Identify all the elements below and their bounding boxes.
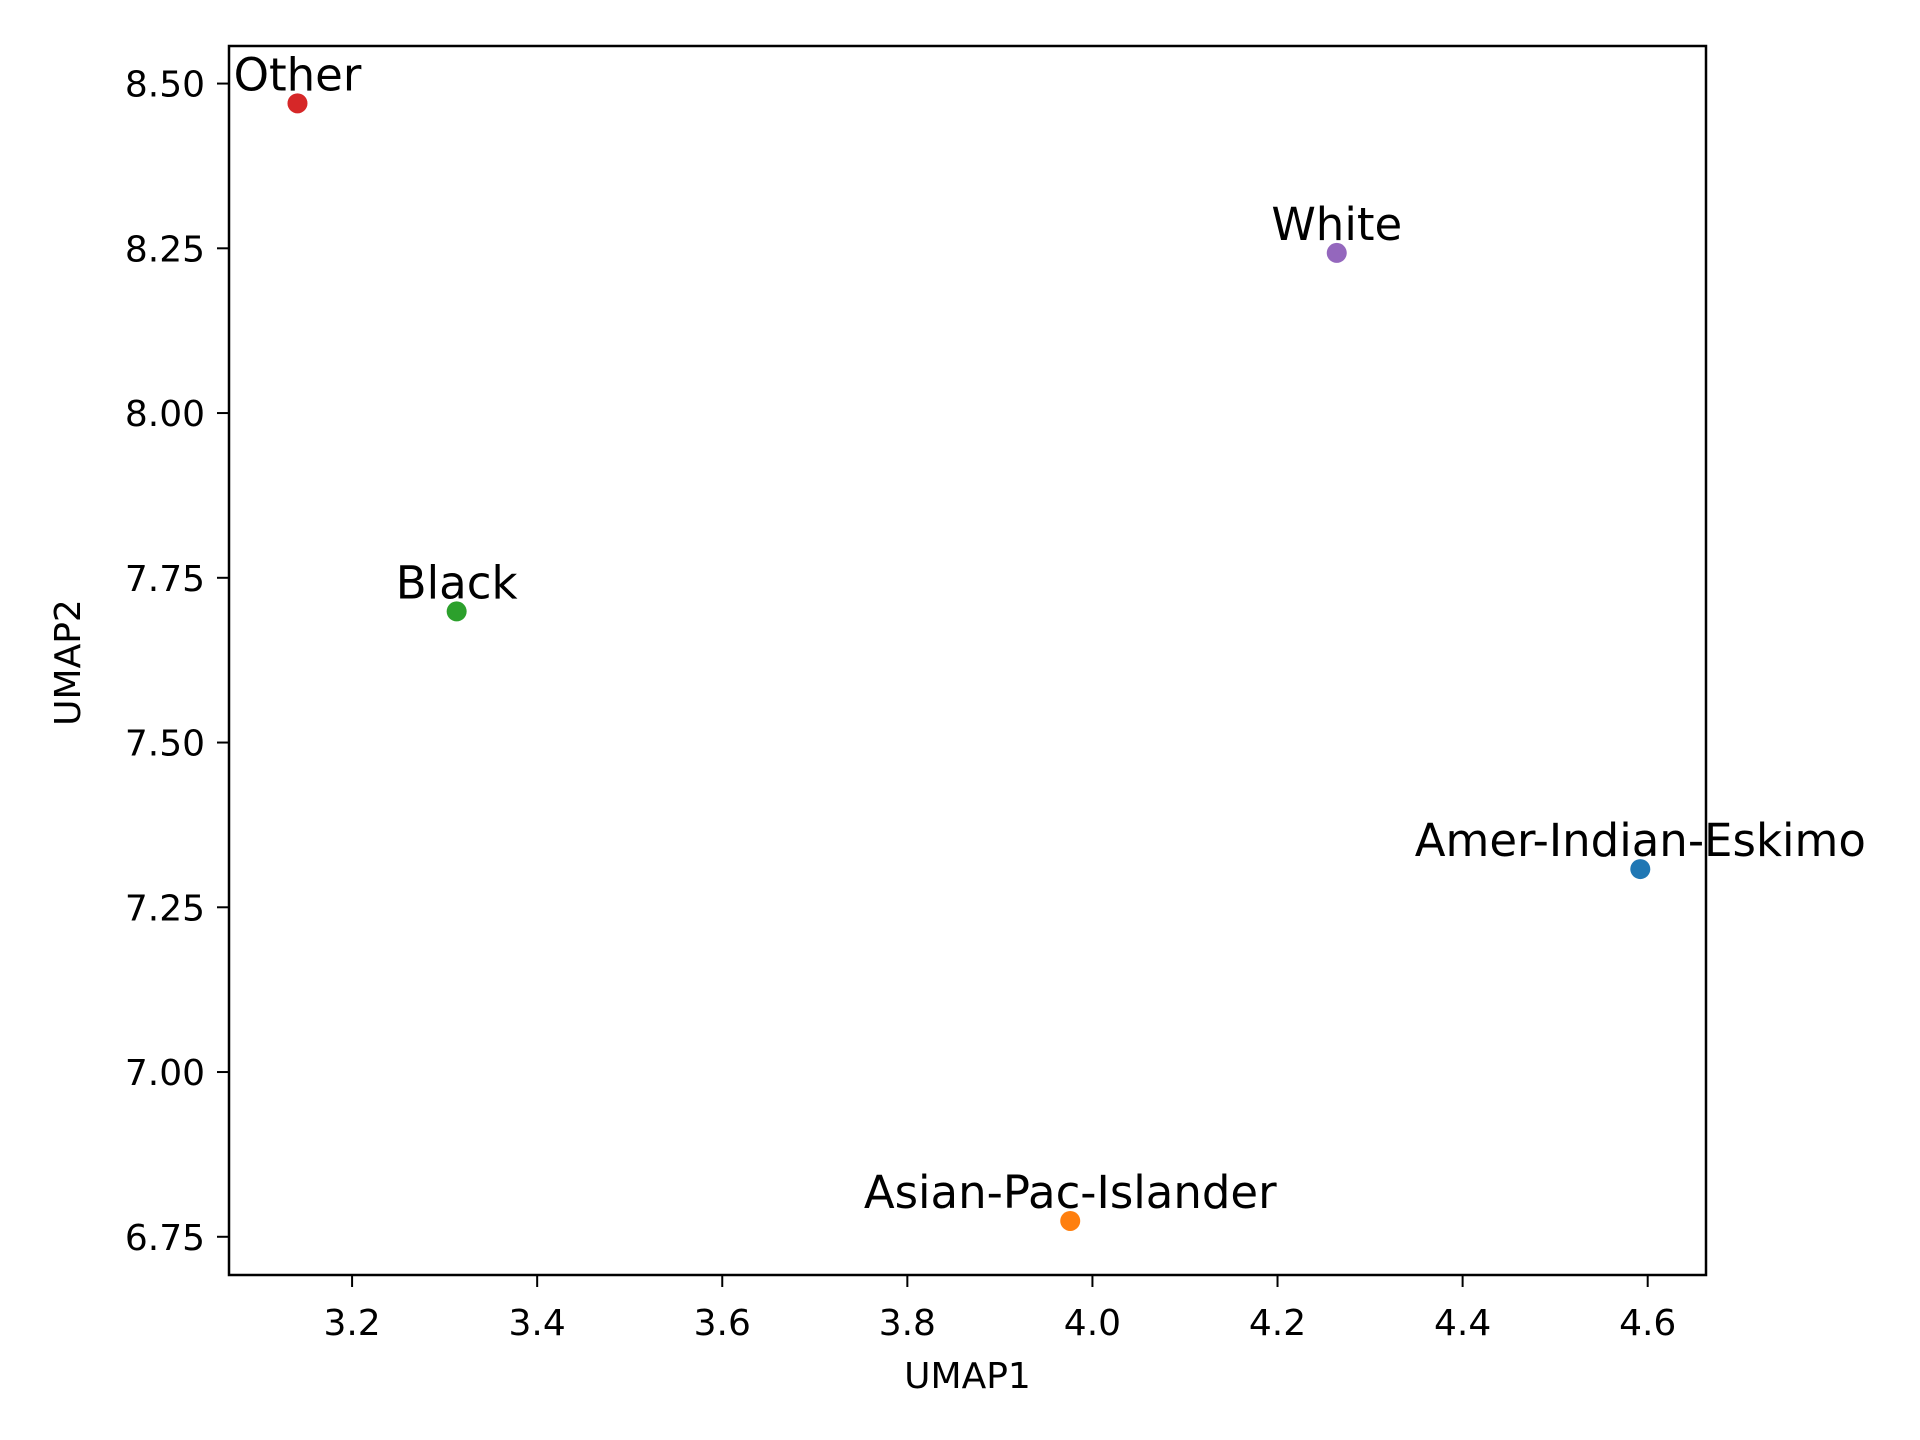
y-axis-label: UMAP2 — [48, 599, 89, 726]
y-tick-label: 8.00 — [125, 394, 205, 435]
y-tick-label: 7.50 — [125, 724, 205, 765]
data-point — [1060, 1210, 1081, 1231]
y-tick-label: 7.25 — [125, 888, 205, 929]
x-tick-label: 4.2 — [1249, 1303, 1306, 1344]
y-tick-label: 7.00 — [125, 1053, 205, 1094]
y-tick-label: 8.25 — [125, 229, 205, 270]
data-point-labels: Amer-Indian-Eskimo Asian-Pac-Islander Blac… — [234, 48, 1866, 1219]
data-point-label: Other — [234, 48, 362, 101]
data-point — [446, 601, 467, 622]
x-axis-label: UMAP1 — [904, 1356, 1031, 1397]
data-point — [1326, 242, 1347, 263]
data-point-label: White — [1271, 198, 1402, 251]
y-axis-ticks: 6.75 7.00 7.25 7.50 7.75 8.00 8.25 8.50 — [125, 65, 229, 1259]
x-tick-label: 3.4 — [509, 1303, 566, 1344]
x-tick-label: 3.6 — [694, 1303, 751, 1344]
x-tick-label: 3.8 — [879, 1303, 936, 1344]
x-axis-ticks: 3.2 3.4 3.6 3.8 4.0 4.2 4.4 4.6 — [323, 1275, 1676, 1344]
data-point — [1630, 859, 1651, 880]
y-tick-label: 7.75 — [125, 559, 205, 600]
y-tick-label: 6.75 — [125, 1218, 205, 1259]
y-tick-label: 8.50 — [125, 65, 205, 106]
data-point-label: Asian-Pac-Islander — [864, 1166, 1277, 1219]
data-point — [287, 93, 308, 114]
x-tick-label: 4.6 — [1619, 1303, 1676, 1344]
x-tick-label: 4.0 — [1064, 1303, 1121, 1344]
data-point-label: Black — [396, 556, 518, 609]
x-tick-label: 3.2 — [323, 1303, 380, 1344]
x-tick-label: 4.4 — [1434, 1303, 1491, 1344]
data-point-label: Amer-Indian-Eskimo — [1415, 814, 1866, 867]
data-points — [287, 93, 1651, 1231]
plot-frame — [227, 44, 1708, 1277]
